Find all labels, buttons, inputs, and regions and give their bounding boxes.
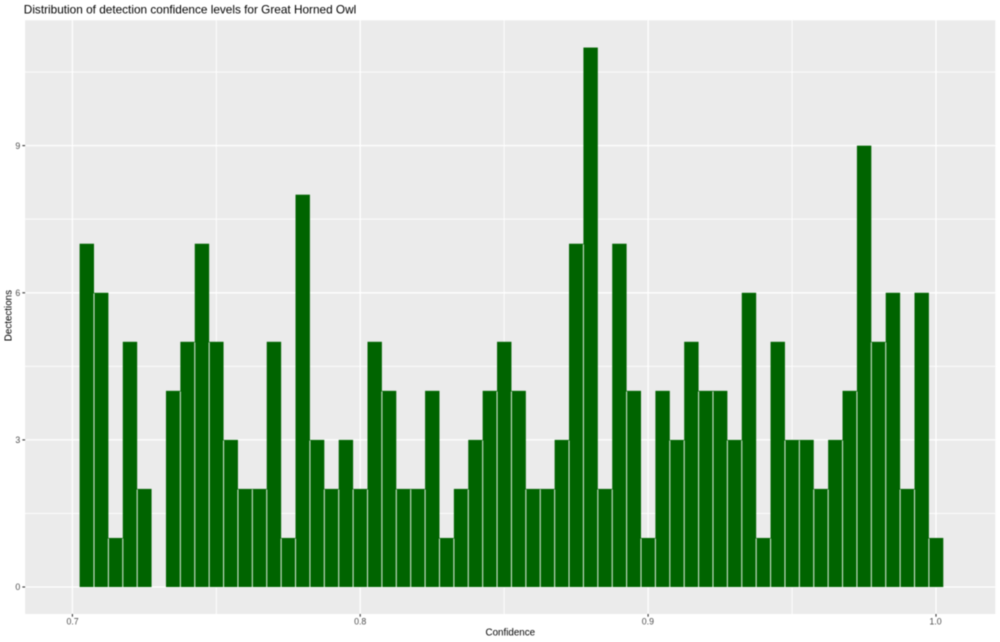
svg-text:3: 3 <box>15 435 20 445</box>
svg-text:Distribution of detection conf: Distribution of detection confidence lev… <box>24 3 356 17</box>
svg-text:Confidence: Confidence <box>486 628 536 639</box>
svg-text:6: 6 <box>15 288 20 298</box>
svg-text:9: 9 <box>15 141 20 151</box>
svg-text:0: 0 <box>15 582 20 592</box>
svg-text:1.0: 1.0 <box>929 617 941 627</box>
svg-text:Dectections: Dectections <box>4 290 15 341</box>
svg-text:0.9: 0.9 <box>642 617 654 627</box>
svg-text:0.7: 0.7 <box>66 617 78 627</box>
svg-text:0.8: 0.8 <box>354 617 366 627</box>
